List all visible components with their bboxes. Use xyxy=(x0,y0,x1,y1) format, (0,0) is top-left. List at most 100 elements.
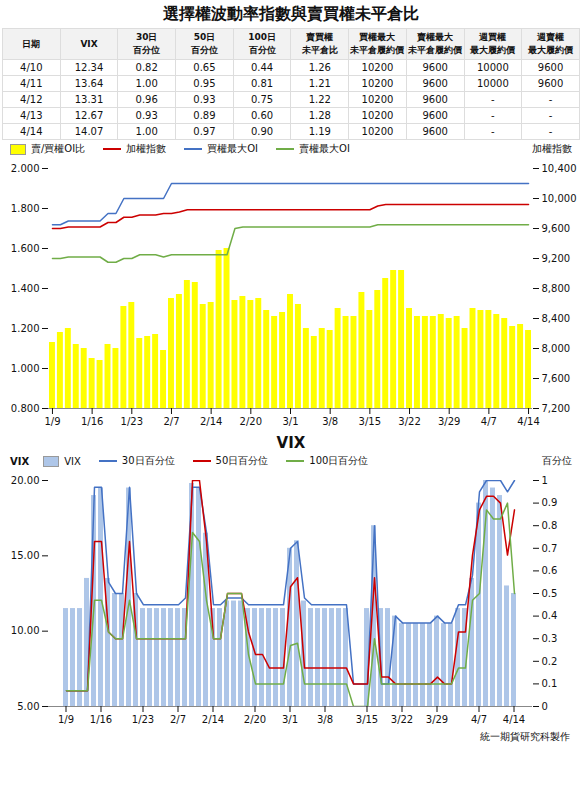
svg-text:10,400: 10,400 xyxy=(542,163,577,174)
html-text:10000: 10000 xyxy=(476,78,509,89)
html-text:0.93: 0.93 xyxy=(193,94,216,105)
html-text:0.95: 0.95 xyxy=(193,78,216,89)
svg-text:4/14: 4/14 xyxy=(517,416,539,427)
svg-text:1.800: 1.800 xyxy=(11,203,40,214)
html-text:0.65: 0.65 xyxy=(193,62,216,73)
html-text:30日 百分位: 30日 百分位 xyxy=(133,32,161,55)
html-text:1.00: 1.00 xyxy=(135,78,158,89)
svg-text:5.00: 5.00 xyxy=(17,701,39,712)
html-text:VIX: VIX xyxy=(10,455,30,467)
svg-text:3/15: 3/15 xyxy=(356,714,378,725)
html-text:9600: 9600 xyxy=(422,94,448,105)
html-text:週賣權 最大履約價: 週賣權 最大履約價 xyxy=(528,32,574,55)
svg-text:2/20: 2/20 xyxy=(244,714,266,725)
svg-text:1/9: 1/9 xyxy=(58,714,74,725)
html-text:週買權 最大履約價: 週買權 最大履約價 xyxy=(470,32,516,55)
html-text:VIX: VIX xyxy=(64,455,81,467)
html-text:12.67: 12.67 xyxy=(74,110,104,121)
svg-text:0: 0 xyxy=(542,701,548,712)
html-text:0.44: 0.44 xyxy=(251,62,274,73)
svg-text:3/1: 3/1 xyxy=(282,714,298,725)
html-text:4/11: 4/11 xyxy=(20,78,43,89)
html-text:50日 百分位: 50日 百分位 xyxy=(190,32,218,55)
svg-text:0.3: 0.3 xyxy=(542,633,558,644)
svg-text:8,400: 8,400 xyxy=(542,313,571,324)
svg-text:3/29: 3/29 xyxy=(426,714,448,725)
html-text:12.34: 12.34 xyxy=(74,62,104,73)
svg-text:15.00: 15.00 xyxy=(11,550,40,561)
html-text:10000: 10000 xyxy=(476,62,509,73)
svg-text:8,800: 8,800 xyxy=(542,283,571,294)
svg-text:1.400: 1.400 xyxy=(11,283,40,294)
html-text:4/12: 4/12 xyxy=(20,94,43,105)
svg-text:3/29: 3/29 xyxy=(438,416,460,427)
svg-text:7,600: 7,600 xyxy=(542,373,571,384)
svg-text:4/7: 4/7 xyxy=(481,416,497,427)
svg-text:0.9: 0.9 xyxy=(542,497,558,508)
html-text:0.81: 0.81 xyxy=(251,78,274,89)
svg-text:4/14: 4/14 xyxy=(503,714,525,725)
html-text:9600: 9600 xyxy=(537,62,564,73)
html-text:100日 百分位: 100日 百分位 xyxy=(248,32,276,55)
svg-text:0.6: 0.6 xyxy=(542,565,558,576)
svg-text:3/22: 3/22 xyxy=(398,416,420,427)
svg-text:10.00: 10.00 xyxy=(11,625,40,636)
html-text:1.26: 1.26 xyxy=(308,62,331,73)
html-text:選擇權波動率指數與賣買權未平倉比: 選擇權波動率指數與賣買權未平倉比 xyxy=(163,4,419,23)
svg-text:1.200: 1.200 xyxy=(11,323,40,334)
html-text:0.75: 0.75 xyxy=(251,94,274,105)
svg-text:1/23: 1/23 xyxy=(121,416,143,427)
html-text:賣權最大 未平倉履約價: 賣權最大 未平倉履約價 xyxy=(408,32,463,55)
svg-text:3/8: 3/8 xyxy=(322,416,338,427)
svg-text:1/16: 1/16 xyxy=(90,714,112,725)
html-text:買權最大 未平倉履約價: 買權最大 未平倉履約價 xyxy=(350,32,405,55)
svg-text:1.000: 1.000 xyxy=(11,363,40,374)
svg-text:0.8: 0.8 xyxy=(542,520,558,531)
html-text:9600: 9600 xyxy=(422,62,448,73)
svg-text:4/7: 4/7 xyxy=(471,714,487,725)
html-text:9600: 9600 xyxy=(422,78,448,89)
svg-text:2/14: 2/14 xyxy=(202,714,224,725)
html-text:13.31: 13.31 xyxy=(74,94,104,105)
svg-text:0.1: 0.1 xyxy=(542,678,558,689)
svg-text:9,200: 9,200 xyxy=(542,253,571,264)
svg-text:7,200: 7,200 xyxy=(542,403,571,414)
svg-text:2/7: 2/7 xyxy=(163,416,179,427)
svg-text:1/23: 1/23 xyxy=(132,714,154,725)
html-text:13.64: 13.64 xyxy=(74,78,104,89)
html-text:10200: 10200 xyxy=(361,78,394,89)
svg-text:3/1: 3/1 xyxy=(282,416,298,427)
svg-text:1: 1 xyxy=(542,475,548,486)
html-text:10200: 10200 xyxy=(361,62,394,73)
html-text:0.96: 0.96 xyxy=(135,94,158,105)
html-text:0.82: 0.82 xyxy=(135,62,158,73)
svg-text:0.2: 0.2 xyxy=(542,656,558,667)
svg-text:20.00: 20.00 xyxy=(11,475,40,486)
svg-text:0.5: 0.5 xyxy=(542,588,558,599)
html-text:4/10: 4/10 xyxy=(20,62,43,73)
svg-text:0.7: 0.7 xyxy=(542,543,558,554)
svg-text:1/16: 1/16 xyxy=(81,416,103,427)
svg-text:0.800: 0.800 xyxy=(11,403,40,414)
svg-text:2/7: 2/7 xyxy=(170,714,186,725)
svg-text:2/14: 2/14 xyxy=(200,416,222,427)
svg-text:8,000: 8,000 xyxy=(542,343,571,354)
html-text:1.21: 1.21 xyxy=(308,78,331,89)
html-text:VIX: VIX xyxy=(276,434,306,452)
svg-text:2/20: 2/20 xyxy=(240,416,262,427)
svg-text:3/22: 3/22 xyxy=(391,714,413,725)
html-text:1.22: 1.22 xyxy=(308,94,331,105)
html-text:9600: 9600 xyxy=(537,78,564,89)
svg-text:2.000: 2.000 xyxy=(11,163,40,174)
svg-text:1.600: 1.600 xyxy=(11,243,40,254)
html-text:賣買權 未平倉比: 賣買權 未平倉比 xyxy=(301,32,338,55)
html-text:10200: 10200 xyxy=(361,94,394,105)
svg-text:9,600: 9,600 xyxy=(542,223,571,234)
svg-text:3/8: 3/8 xyxy=(317,714,333,725)
svg-text:1/9: 1/9 xyxy=(44,416,60,427)
html-text:4/13: 4/13 xyxy=(20,110,43,121)
html-text:日期: 日期 xyxy=(22,38,41,49)
svg-text:0.4: 0.4 xyxy=(542,610,558,621)
svg-text:3/15: 3/15 xyxy=(359,416,381,427)
svg-text:10,000: 10,000 xyxy=(542,193,577,204)
